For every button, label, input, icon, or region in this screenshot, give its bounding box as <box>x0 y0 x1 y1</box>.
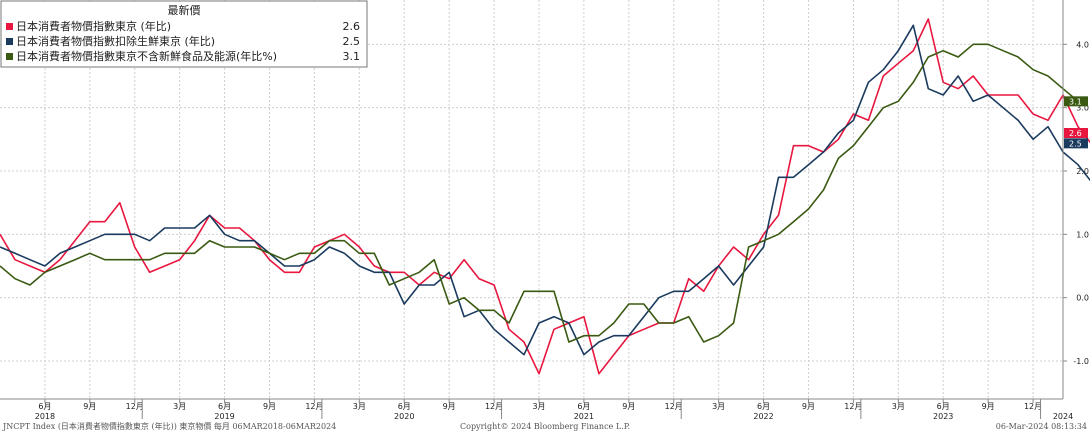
x-tick-label: 9月 <box>982 402 995 411</box>
year-label: 2019 <box>214 412 234 421</box>
y-tick-label: 2.0 <box>1076 167 1089 176</box>
x-tick-label: 12月 <box>844 402 862 411</box>
last-value-tag-1: 2.5 <box>1069 139 1082 148</box>
legend-value-0: 2.6 <box>343 20 361 33</box>
x-tick-label: 3月 <box>353 402 366 411</box>
x-tick-label: 9月 <box>83 402 96 411</box>
legend-swatch-2 <box>6 53 13 60</box>
year-label: 2021 <box>574 412 594 421</box>
x-tick-label: 3月 <box>892 402 905 411</box>
axis-layer: -1.0 0.0 1.0 2.0 3.0 4.0 6月 9月 12月 3月 6月 9月 12月 3月 6月 9… <box>0 0 1089 421</box>
series-line-1 <box>0 24 1090 356</box>
last-value-tag-bg-1 <box>1064 138 1088 149</box>
x-tick-label: 3月 <box>173 402 186 411</box>
x-tick-label: 12月 <box>126 402 144 411</box>
grid-layer <box>0 0 1063 399</box>
x-tick-label: 12月 <box>305 402 323 411</box>
y-tick-label: 1.0 <box>1076 230 1089 239</box>
legend-value-1: 2.5 <box>343 35 361 48</box>
x-tick-label: 12月 <box>665 402 683 411</box>
legend-title: 最新價 <box>168 3 201 17</box>
footer-left: JNCPT Index (日本消費者物價指數東京 (年比)) 東京物價 每月 0… <box>2 421 336 431</box>
year-label: 2018 <box>35 412 55 421</box>
x-tick-label: 9月 <box>443 402 456 411</box>
legend-box <box>0 0 368 68</box>
legend-label-0: 日本消費者物價指數東京 (年比) <box>16 19 171 33</box>
year-label: 2024 <box>1053 412 1073 421</box>
year-label: 2023 <box>933 412 953 421</box>
x-tick-label: 6月 <box>38 402 51 411</box>
footer-right: 06-Mar-2024 08:13:34 <box>996 422 1087 431</box>
y-tick-label: 4.0 <box>1076 40 1089 49</box>
x-tick-label: 6月 <box>218 402 231 411</box>
year-label: 2022 <box>753 412 773 421</box>
x-tick-label: 3月 <box>712 402 725 411</box>
x-tick-label: 6月 <box>937 402 950 411</box>
series-line-0 <box>0 18 1090 375</box>
x-tick-label: 9月 <box>802 402 815 411</box>
legend: 最新價 日本消費者物價指數東京 (年比) 2.6 日本消費者物價指數扣除生鮮東京… <box>0 0 368 68</box>
x-tick-label: 6月 <box>398 402 411 411</box>
x-tick-label: 9月 <box>622 402 635 411</box>
year-label: 2020 <box>394 412 414 421</box>
last-value-tag-2: 3.1 <box>1069 97 1082 106</box>
legend-label-1: 日本消費者物價指數扣除生鮮東京 (年比) <box>16 34 215 48</box>
x-tick-label: 9月 <box>263 402 276 411</box>
legend-value-2: 3.1 <box>343 50 361 63</box>
footer-center: Copyright© 2024 Bloomberg Finance L.P. <box>460 422 630 431</box>
legend-swatch-1 <box>6 38 13 45</box>
y-tick-label: 3.0 <box>1076 104 1089 113</box>
x-tick-label: 12月 <box>485 402 503 411</box>
last-value-tag-0: 2.6 <box>1069 129 1082 138</box>
y-tick-label: 0.0 <box>1076 294 1089 303</box>
legend-label-2: 日本消費者物價指數東京不含新鮮食品及能源(年比%) <box>16 49 277 63</box>
footer: JNCPT Index (日本消費者物價指數東京 (年比)) 東京物價 每月 0… <box>2 421 1087 431</box>
x-tick-label: 6月 <box>577 402 590 411</box>
series-line-2 <box>0 43 1079 343</box>
legend-swatch-0 <box>6 23 13 30</box>
last-value-tag-bg-2 <box>1064 96 1088 107</box>
x-tick-label: 6月 <box>757 402 770 411</box>
x-tick-label: 3月 <box>532 402 545 411</box>
y-tick-label: -1.0 <box>1073 357 1089 366</box>
last-value-tag-bg-0 <box>1064 128 1088 138</box>
x-tick-label: 12月 <box>1024 402 1042 411</box>
series-layer <box>0 18 1090 375</box>
